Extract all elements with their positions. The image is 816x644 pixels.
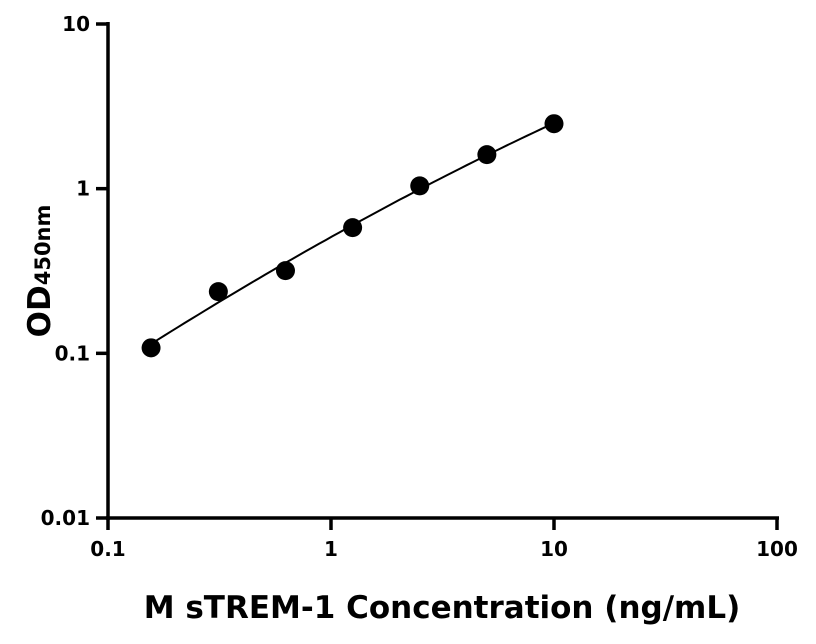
- y-axis-label-main: OD: [22, 285, 58, 337]
- data-point: [544, 114, 564, 134]
- y-axis-label: OD450nm: [22, 205, 58, 338]
- y-tick-label: 0.01: [41, 506, 90, 530]
- x-axis-label: M sTREM-1 Concentration (ng/mL): [144, 590, 741, 626]
- data-point: [141, 338, 161, 358]
- y-tick-label: 1: [76, 177, 90, 201]
- data-point: [410, 176, 430, 196]
- x-tick-label: 10: [540, 537, 568, 561]
- data-point: [208, 282, 228, 302]
- x-tick-label: 100: [756, 537, 798, 561]
- x-tick-label: 1: [324, 537, 338, 561]
- plot-area: [141, 114, 564, 358]
- y-tick-label: 10: [62, 12, 90, 36]
- x-tick-label: 0.1: [90, 537, 125, 561]
- y-tick-label: 0.1: [55, 341, 90, 365]
- data-point: [343, 218, 363, 238]
- data-point: [477, 145, 497, 165]
- data-point: [275, 261, 295, 281]
- y-axis-label-sub: 450nm: [31, 205, 55, 286]
